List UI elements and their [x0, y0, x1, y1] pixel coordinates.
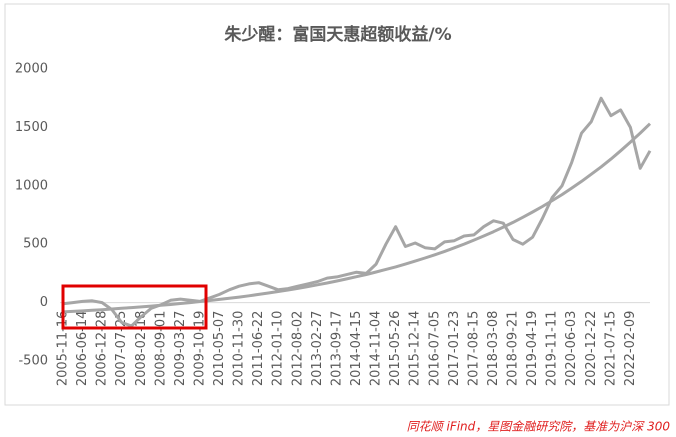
x-tick-label: 2006-06-14	[75, 311, 90, 387]
x-tick-label: 2018-09-21	[506, 311, 521, 387]
x-tick-label: 2017-01-23	[447, 311, 462, 387]
x-tick-label: 2009-03-27	[173, 311, 188, 387]
y-tick-label: 0	[40, 295, 48, 310]
chart-border	[4, 3, 670, 406]
x-tick-label: 2020-06-03	[564, 311, 579, 387]
x-tick-label: 2012-08-02	[290, 311, 305, 387]
x-tick-label: 2010-05-07	[212, 311, 227, 387]
y-tick-label: 2000	[15, 62, 48, 77]
x-tick-label: 2019-04-19	[525, 311, 540, 387]
x-tick-label: 2021-07-15	[603, 311, 618, 387]
x-tick-label: 2013-02-27	[310, 311, 325, 387]
y-tick-label: 500	[23, 237, 48, 252]
y-tick-label: 1500	[15, 120, 48, 135]
x-tick-label: 2018-03-08	[486, 311, 501, 387]
x-tick-label: 2013-09-17	[329, 311, 344, 387]
data-line	[62, 122, 652, 314]
x-tick-label: 2011-06-22	[251, 311, 266, 387]
x-tick-label: 2017-08-15	[466, 311, 481, 387]
x-tick-label: 2015-12-14	[408, 311, 423, 387]
x-tick-label: 2020-12-22	[584, 311, 599, 387]
x-tick-label: 2014-04-15	[349, 311, 364, 387]
x-tick-label: 2022-02-09	[623, 311, 638, 387]
y-tick-label: -500	[18, 354, 48, 369]
chart-title: 朱少醒：富国天惠超额收益/%	[224, 24, 451, 45]
source-note: 同花顺 iFind，星图金融研究院，基准为沪深 300	[407, 420, 671, 434]
x-tick-label: 2008-09-01	[153, 311, 168, 387]
x-tick-label: 2014-11-04	[369, 311, 384, 387]
x-tick-label: 2015-05-26	[388, 311, 403, 387]
x-tick-label: 2006-12-28	[95, 311, 110, 387]
x-tick-label: 2012-01-10	[271, 311, 286, 387]
x-tick-label: 2010-11-30	[232, 311, 247, 387]
x-tick-label: 2019-11-11	[545, 311, 560, 387]
highlight-box	[61, 284, 208, 330]
x-tick-label: 2016-07-05	[427, 311, 442, 387]
y-tick-label: 1000	[15, 178, 48, 193]
